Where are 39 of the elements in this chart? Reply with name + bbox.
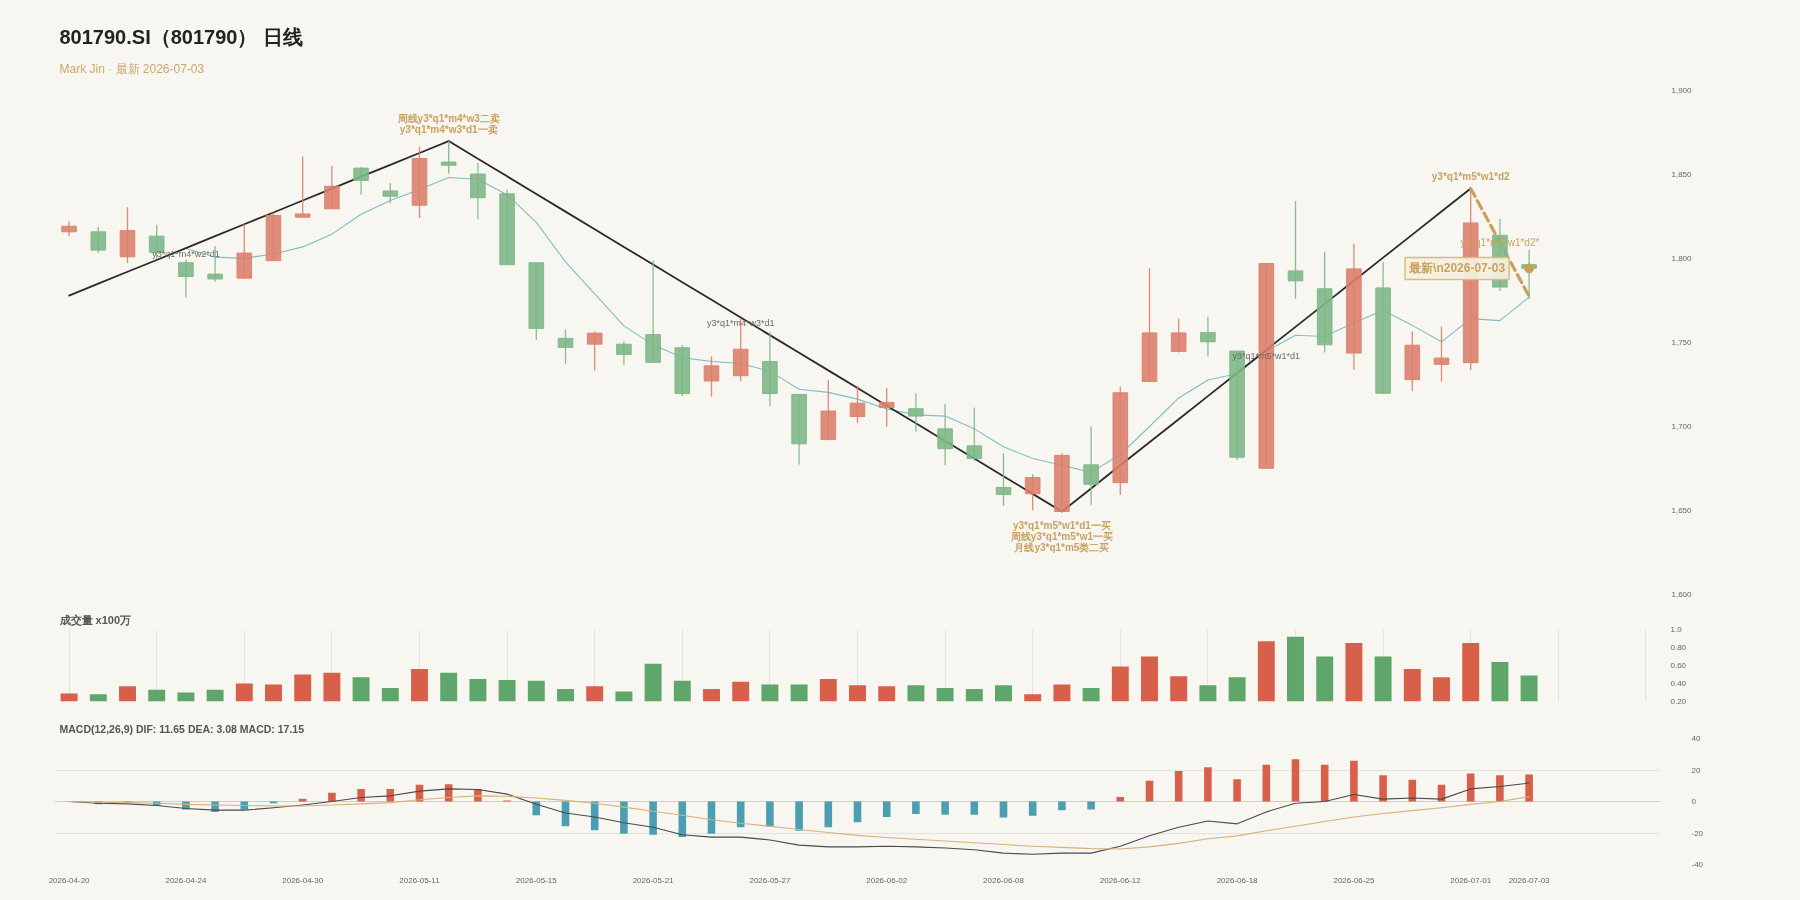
y-tick-label: 1,650 (1671, 506, 1693, 515)
y-tick-label: 40 (1691, 734, 1701, 743)
chart-title: MACD(12,26,9) DIF: 11.65 DEA: 3.08 MACD: 17.15 (59, 722, 305, 735)
y-tick-label: -20 (1691, 828, 1704, 838)
x-tick-label: 2026-06-18 (1216, 875, 1259, 885)
y-tick-label: 20 (1691, 765, 1701, 775)
x-tick-label: 2026-04-20 (48, 875, 91, 885)
x-tick-label: 2026-04-24 (165, 875, 207, 885)
y-tick-label: 1,800 (1671, 254, 1693, 263)
x-tick-label: 2026-04-30 (282, 875, 324, 885)
y-tick-label: -40 (1691, 860, 1704, 869)
data-label: y3*q1*m5*w1*d1一买周线y3*q1*m5*w1一买月线y3*q1*m5类二买 (1009, 519, 1114, 553)
y-tick-label: 1.0 (1670, 625, 1683, 634)
x-tick-label: 2026-06-25 (1333, 875, 1375, 885)
x-tick-label: 2026-05-15 (515, 875, 558, 885)
y-tick-label: 0 (1691, 797, 1697, 806)
x-tick-label: 2026-05-11 (399, 875, 441, 885)
y-tick-label: 0.80 (1670, 643, 1687, 652)
y-tick-label: 1,600 (1671, 590, 1693, 599)
chart-title: 801790.SI（801790） 日线 (59, 25, 303, 48)
x-tick-label: 2026-07-01 (1450, 875, 1492, 885)
data-label: 周线y3*q1*m4*w3二卖 y3*q1*m4*w3*d1一卖 (396, 113, 500, 136)
x-tick-label: 2026-06-02 (866, 875, 908, 885)
x-tick-label: 2026-06-08 (983, 875, 1025, 885)
x-tick-label: 2026-07-03 (1508, 875, 1551, 885)
chart-subtitle: Mark Jin · 最新 2026-07-03 (59, 62, 205, 76)
data-label: y3*q1*m5*w1*d2 (1431, 171, 1511, 183)
y-tick-label: 1,850 (1671, 170, 1693, 179)
y-tick-label: 1,750 (1671, 338, 1693, 347)
y-tick-label: 1,700 (1671, 422, 1693, 431)
x-tick-label: 2026-06-12 (1099, 875, 1142, 885)
x-tick-label: 2026-05-21 (632, 875, 675, 885)
chart-title: 成交量 x100万 (58, 614, 132, 626)
data-label: 最新\n2026-07-03 (1408, 261, 1506, 276)
y-tick-label: 0.40 (1670, 679, 1687, 688)
x-tick-label: 2026-05-27 (749, 875, 791, 885)
y-tick-label: 0.60 (1670, 661, 1687, 670)
y-tick-label: 1,900 (1671, 86, 1693, 95)
y-tick-label: 0.20 (1670, 697, 1687, 706)
